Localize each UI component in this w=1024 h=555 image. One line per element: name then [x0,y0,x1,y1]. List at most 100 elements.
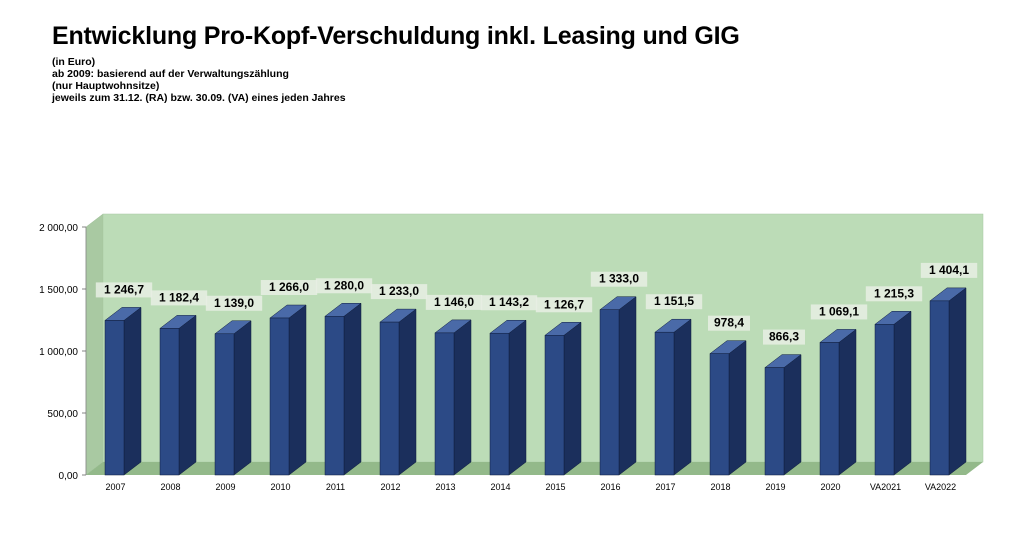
data-label: 1 139,0 [205,295,263,311]
data-label-box [590,271,648,287]
data-label-box [535,297,593,313]
x-tick-label: 2017 [655,482,675,492]
y-tick-label: 0,00 [59,471,79,482]
x-tick-label: 2007 [105,482,125,492]
bar-front [654,331,675,476]
data-label: 1 266,0 [260,280,318,296]
bar [654,318,692,476]
bar-side [508,319,527,476]
bar-front [819,342,840,476]
subtitle-residence: (nur Hauptwohnsitze) [52,80,160,92]
data-label-box [645,294,703,310]
bar-front [764,367,785,476]
data-label-text: 1 280,0 [324,278,364,292]
data-label-box [763,329,805,345]
bar [819,328,857,476]
x-tick-label: 2009 [215,482,235,492]
bar-side [398,308,417,476]
data-label-text: 1 146,0 [434,295,474,309]
data-label-text: 866,3 [769,330,799,344]
data-label-box [260,280,318,296]
y-tick-label: 500,00 [47,409,78,420]
bar-front [874,324,895,476]
x-tick-label: 2019 [765,482,785,492]
data-label-box [425,294,483,310]
x-tick-label: 2011 [326,482,345,492]
subtitle-unit: (in Euro) [52,56,96,68]
subtitle-date-note: jeweils zum 31.12. (RA) bzw. 30.09. (VA)… [52,92,346,104]
data-label-box [480,295,538,311]
bar-front [324,316,345,476]
bar-front [709,353,730,476]
bar-front [214,333,235,476]
bar-front [929,300,950,476]
data-label: 1 069,1 [810,304,868,320]
bar [324,302,362,476]
bar-front [599,309,620,476]
data-label: 1 215,3 [865,286,923,302]
data-label-text: 1 069,1 [819,304,859,318]
bar-front [489,332,510,476]
data-label-text: 1 126,7 [544,297,584,311]
data-label-text: 1 182,4 [159,290,199,304]
bar-side [618,296,637,476]
data-label-text: 1 215,3 [874,286,914,300]
x-tick-label: 2008 [160,482,180,492]
data-label: 866,3 [763,329,805,345]
bar-side [343,302,362,476]
left-wall [85,213,104,476]
data-label-box [920,262,978,278]
bar-front [104,320,125,476]
bar-series [104,287,967,476]
data-label-text: 1 151,5 [654,294,694,308]
bar [104,306,142,476]
bar-side [233,320,252,476]
bar-front [379,321,400,476]
x-tick-label: 2010 [270,482,290,492]
data-labels: 1 246,7 1 182,4 1 139,0 1 266,0 1 280,0 1 233… [95,262,978,345]
data-label-text: 1 333,0 [599,272,639,286]
bar [874,310,912,476]
bar-side [783,354,802,476]
bar-side [673,318,692,476]
bar [434,319,472,476]
x-tick-label: 2014 [490,482,510,492]
x-axis: 2007 2008 2009 2010 2011 2012 2013 2014 2015 2016… [105,482,956,492]
bar-side [453,319,472,476]
data-label-box [708,315,750,331]
data-label: 1 246,7 [95,282,153,298]
bar [269,304,307,476]
bar [544,321,582,476]
data-label: 1 333,0 [590,271,648,287]
bar-front [269,317,290,476]
data-label-text: 1 233,0 [379,284,419,298]
data-label: 978,4 [708,315,750,331]
data-label-text: 1 404,1 [929,263,969,277]
x-tick-label: 2018 [710,482,730,492]
bar-side [123,306,142,476]
chart-title: Entwicklung Pro-Kopf-Verschuldung inkl. … [52,22,740,50]
data-label-text: 978,4 [714,316,744,330]
y-tick-label: 1 500,00 [39,285,78,296]
bar-side [178,314,197,476]
bar-side [728,340,747,476]
bar [379,308,417,476]
data-label: 1 404,1 [920,262,978,278]
x-tick-label: 2013 [435,482,455,492]
data-label-text: 1 246,7 [104,282,144,296]
y-tick-label: 2 000,00 [39,223,78,234]
data-label: 1 146,0 [425,294,483,310]
bar-side [838,328,857,476]
data-label-box [370,284,428,300]
x-tick-label: 2012 [380,482,400,492]
data-label-text: 1 143,2 [489,295,529,309]
y-tick-label: 1 000,00 [39,347,78,358]
data-label-box [205,295,263,311]
x-tick-label: VA2022 [925,482,956,492]
bar-front [544,335,565,476]
data-label: 1 126,7 [535,297,593,313]
bar-front [159,328,180,476]
floor [86,462,983,475]
data-label: 1 151,5 [645,294,703,310]
